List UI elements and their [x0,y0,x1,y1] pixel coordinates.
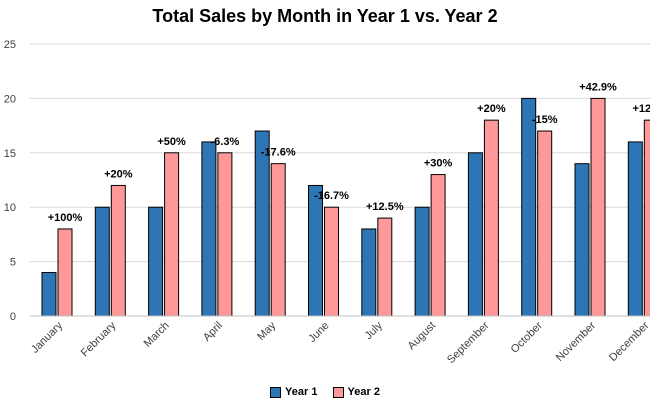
bar-year-2-november [590,97,606,317]
legend-swatch-year-1 [270,386,282,398]
data-label-may: -17.6% [261,147,296,159]
data-label-june: -16.7% [314,190,349,202]
data-label-october: -15% [532,114,558,126]
bar-year-2-april [217,152,233,317]
bar-year-2-january [57,228,73,317]
bar-year-1-august [414,206,430,317]
x-tick-label-may: May [255,319,279,343]
legend-swatch-year-2 [332,386,344,398]
bar-year-1-november [574,163,590,317]
x-tick-label-august: August [406,320,439,353]
y-tick-label-15: 15 [4,148,16,160]
x-tick-label-july: July [363,319,386,342]
bar-year-1-july [361,228,377,317]
data-label-december: +12.5% [632,103,650,115]
legend-item-year-2: Year 2 [332,386,380,398]
bar-year-2-february [110,184,126,317]
legend-item-year-1: Year 1 [270,386,317,398]
bar-year-1-may [254,130,270,317]
x-tick-label-october: October [509,319,545,355]
data-label-january: +100% [48,212,83,224]
y-tick-label-25: 25 [4,39,16,51]
bar-year-2-august [430,174,446,317]
bar-year-2-july [377,217,393,317]
y-tick-label-0: 0 [10,311,16,323]
chart-title: Total Sales by Month in Year 1 vs. Year … [152,6,498,26]
data-label-april: -6.3% [211,136,240,148]
bar-year-1-september [467,152,483,317]
bar-year-1-january [41,271,57,317]
bar-year-2-december [643,119,650,317]
x-tick-label-february: February [79,319,119,359]
bar-year-2-may [270,163,286,317]
x-tick-label-june: June [306,320,331,345]
legend-label-year-2: Year 2 [347,386,380,398]
y-tick-label-10: 10 [4,202,16,214]
legend-label-year-1: Year 1 [285,386,318,398]
bar-year-2-october [537,130,553,317]
data-label-march: +50% [157,136,186,148]
legend: Year 1 Year 2 [0,386,650,401]
data-label-september: +20% [477,103,506,115]
x-tick-label-december: December [607,319,650,364]
data-label-july: +12.5% [366,201,404,213]
bar-year-2-september [483,119,499,317]
bar-year-1-february [94,206,110,317]
bar-year-1-october [521,97,537,317]
y-tick-label-20: 20 [4,93,16,105]
bar-year-1-december [627,141,643,317]
data-label-february: +20% [104,168,133,180]
x-tick-label-march: March [142,320,172,350]
bar-year-1-april [201,141,217,317]
bar-year-1-june [308,184,323,317]
bar-year-2-june [324,206,339,317]
data-label-november: +42.9% [579,81,617,93]
bar-year-1-march [148,206,164,317]
y-tick-label-5: 5 [10,257,16,269]
x-tick-label-november: November [554,319,599,364]
data-label-august: +30% [424,158,453,170]
x-tick-label-september: September [445,319,492,366]
bar-year-2-march [164,152,180,317]
x-tick-label-april: April [201,320,225,344]
x-tick-label-january: January [29,319,66,356]
